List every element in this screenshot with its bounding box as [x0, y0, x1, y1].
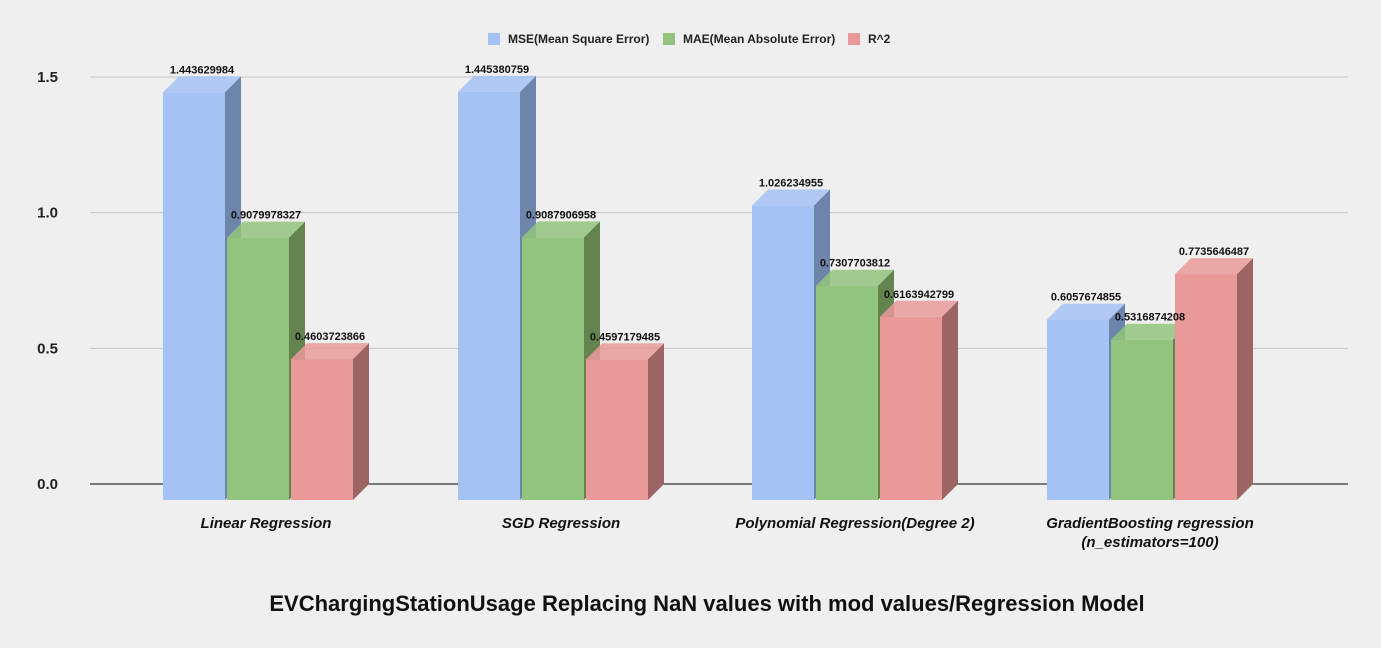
x-tick-label: GradientBoosting regression [1046, 515, 1254, 532]
bar-top [163, 76, 241, 93]
data-label: 0.9087906958 [526, 209, 596, 221]
legend-swatch [488, 33, 500, 45]
legend-label: MAE(Mean Absolute Error) [683, 32, 835, 46]
bar-top [752, 189, 830, 206]
bar-top [586, 343, 664, 360]
x-tick-label: Linear Regression [201, 515, 332, 532]
data-label: 1.445380759 [465, 64, 529, 76]
bar [752, 205, 814, 500]
bar [458, 91, 520, 501]
bar [1111, 339, 1173, 500]
data-label: 1.443629984 [170, 64, 235, 76]
bar-top [227, 221, 305, 238]
legend-label: R^2 [868, 32, 891, 46]
bar-side [942, 300, 958, 500]
y-tick-label: 0.5 [37, 340, 58, 357]
y-tick-label: 1.5 [37, 69, 58, 86]
bar-top [291, 343, 369, 360]
data-label: 1.026234955 [759, 178, 823, 190]
legend-swatch [848, 33, 860, 45]
bar-top [880, 300, 958, 317]
data-label: 0.9079978327 [231, 210, 301, 222]
bar-top [1175, 258, 1253, 275]
bar-top [1111, 323, 1189, 340]
bar-layer [163, 75, 1253, 501]
legend-label: MSE(Mean Square Error) [508, 32, 649, 46]
bar [586, 359, 648, 500]
y-tick-label: 0.0 [37, 476, 58, 493]
label-layer: 1.443629984 0.9079978327 0.4603723866 Linea… [170, 64, 1254, 551]
data-label: 0.5316874208 [1115, 312, 1185, 324]
x-tick-label: SGD Regression [502, 515, 620, 532]
data-label: 0.6163942799 [884, 289, 954, 301]
data-label: 0.4603723866 [295, 331, 365, 343]
legend: MSE(Mean Square Error) MAE(Mean Absolute … [488, 32, 891, 46]
data-label: 0.6057674855 [1051, 292, 1121, 304]
bar-side [1237, 258, 1253, 500]
data-label: 0.7307703812 [820, 258, 890, 270]
legend-swatch [663, 33, 675, 45]
chart-title: EVChargingStationUsage Replacing NaN val… [269, 591, 1144, 616]
bar [816, 285, 878, 500]
bar [1175, 274, 1237, 500]
bar-side [353, 343, 369, 500]
bar-top [816, 269, 894, 286]
bar [227, 237, 289, 500]
x-tick-label: Polynomial Regression(Degree 2) [735, 515, 974, 532]
bar [1047, 319, 1109, 500]
bar [522, 237, 584, 500]
data-label: 0.7735646487 [1179, 246, 1249, 258]
bar [291, 359, 353, 500]
bar-top [522, 221, 600, 238]
bar-top [458, 75, 536, 92]
bar-top [1047, 303, 1125, 320]
y-tick-label: 1.0 [37, 205, 58, 222]
x-tick-label: (n_estimators=100) [1081, 534, 1218, 551]
bar [163, 92, 225, 500]
bar [880, 316, 942, 500]
bar-side [648, 343, 664, 500]
data-label: 0.4597179485 [590, 331, 660, 343]
